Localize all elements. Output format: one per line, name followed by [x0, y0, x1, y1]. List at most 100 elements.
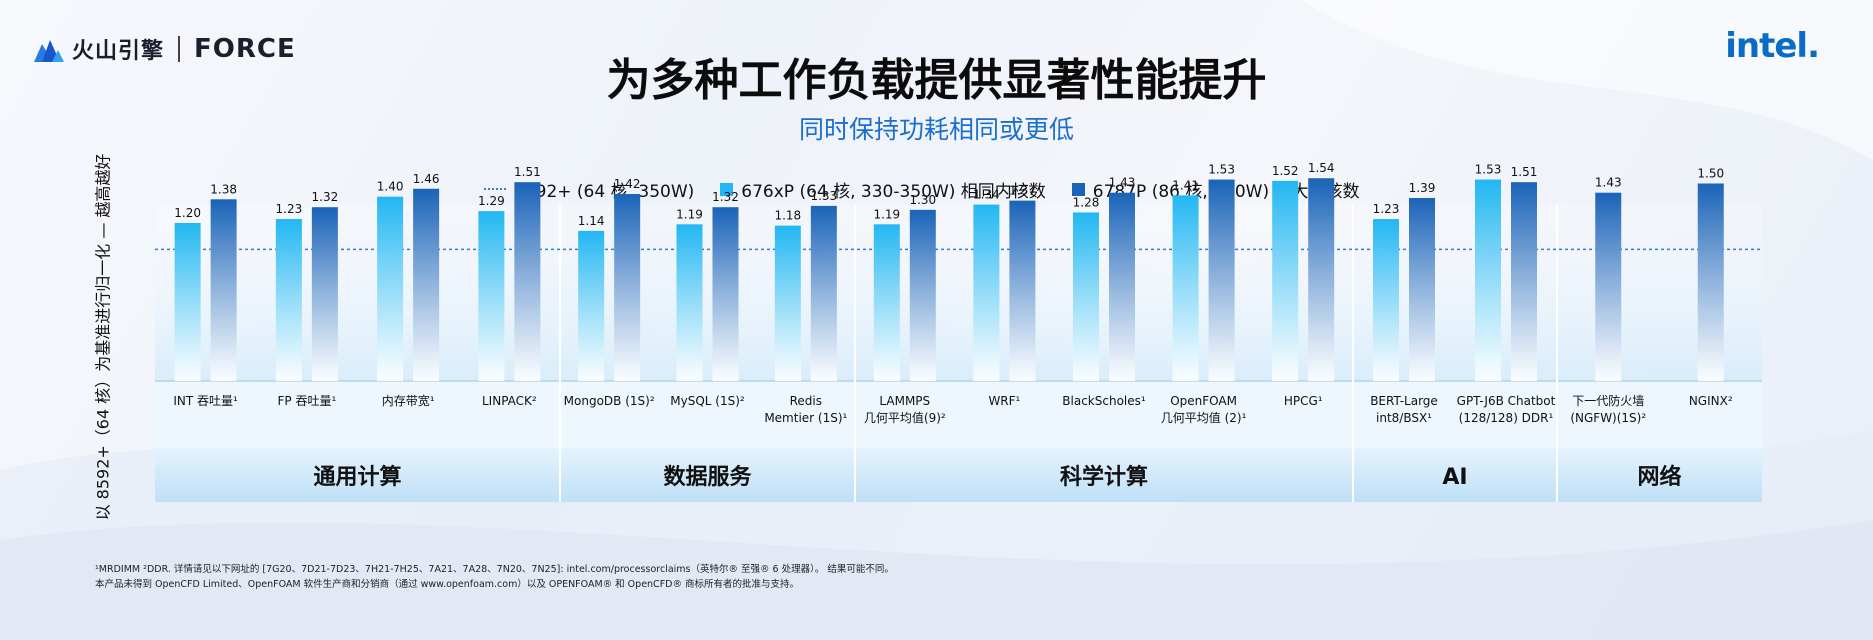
footnote-line-2: 本产品未得到 OpenCFD Limited、OpenFOAM 软件生产商和分销…	[95, 579, 799, 590]
mountain-logo-icon	[34, 40, 64, 62]
category-label: 几何平均值 (2)¹	[1161, 410, 1247, 425]
legend-series2-swatch	[1071, 182, 1085, 196]
category-label: GPT-J6B Chatbot	[1457, 394, 1556, 408]
legend-baseline-dash	[484, 188, 506, 190]
data-label-series2: 1.51	[514, 165, 541, 179]
group-label: 网络	[1637, 464, 1681, 490]
category-label: Redis	[790, 394, 822, 408]
data-label-series2: 1.38	[210, 182, 237, 196]
chart-title: 为多种工作负载提供显著性能提升	[606, 55, 1267, 106]
data-label-series2: 1.37	[1009, 184, 1036, 198]
group-label: 科学计算	[1060, 464, 1148, 490]
data-label-series1: 1.52	[1272, 164, 1299, 178]
category-label: MongoDB (1S)²	[564, 394, 655, 408]
bar-series1	[377, 196, 404, 381]
category-label: 下一代防火墙	[1572, 393, 1644, 408]
category-label: INT 吞吐量¹	[173, 394, 238, 408]
bar-series2	[1009, 200, 1036, 381]
footnote-line-1: ¹MRDIMM ²DDR. 详情请见以下网址的 [7G20、7D21-7D23、…	[95, 564, 894, 575]
bar-series1	[873, 224, 900, 381]
bar-series1	[676, 224, 703, 381]
category-label: NGINX²	[1689, 394, 1733, 408]
category-label: LINPACK²	[482, 394, 537, 408]
bar-series2	[810, 205, 837, 381]
group-label: AI	[1442, 465, 1467, 490]
data-label-series1: 1.20	[174, 206, 201, 220]
data-label-series1: 1.19	[676, 207, 703, 221]
legend-series1-swatch	[720, 182, 734, 196]
bar-series1	[1373, 219, 1399, 381]
legend-item-series1: 676xP (64 核, 330-350W) 相同内核数	[720, 177, 1046, 202]
bar-series2	[1308, 178, 1335, 381]
category-label: int8/BSX¹	[1376, 411, 1432, 425]
logo-divider	[178, 36, 181, 62]
group-band	[155, 448, 560, 502]
bar-series2	[1511, 182, 1537, 381]
data-label-series2: 1.54	[1308, 161, 1335, 175]
bar-series2	[1208, 179, 1235, 381]
group-label: 数据服务	[663, 464, 752, 490]
bar-series2	[1595, 192, 1622, 381]
bar-series2	[413, 188, 440, 381]
bar-series1	[275, 219, 302, 381]
data-label-series2: 1.50	[1697, 167, 1724, 181]
data-label-series1: 1.28	[1073, 195, 1100, 209]
category-label: LAMMPS	[879, 394, 930, 408]
data-label-series2: 1.43	[1109, 176, 1136, 190]
legend-series1-label: 676xP (64 核, 330-350W) 相同内核数	[741, 181, 1046, 202]
category-label: 内存带宽¹	[382, 393, 435, 408]
category-label: (128/128) DDR¹	[1459, 411, 1554, 425]
legend-item-baseline: 8592+ (64 核, 350W)	[484, 177, 694, 202]
category-label: (NGFW)(1S)²	[1570, 411, 1646, 425]
category-label: WRF¹	[988, 394, 1020, 408]
group-band	[855, 448, 1353, 502]
bar-series1	[774, 225, 801, 381]
bar-series2	[1409, 197, 1435, 381]
data-label-series1: 1.29	[478, 194, 505, 208]
data-label-series1: 1.23	[1373, 202, 1400, 216]
group-band	[1353, 448, 1557, 502]
bar-series1	[1172, 195, 1199, 381]
data-label-series2: 1.30	[909, 193, 936, 207]
category-label: Memtier (1S)¹	[764, 411, 847, 425]
bar-series1	[478, 211, 505, 381]
data-label-series1: 1.34	[973, 188, 1000, 202]
data-label-series1: 1.14	[578, 214, 605, 228]
data-label-series1: 1.40	[377, 180, 404, 194]
bar-series1	[1073, 212, 1099, 381]
data-label-series2: 1.39	[1409, 181, 1436, 195]
category-label: MySQL (1S)²	[670, 394, 745, 408]
chart-subtitle: 同时保持功耗相同或更低	[798, 115, 1074, 144]
category-label: 几何平均值(9)²	[864, 410, 946, 425]
data-label-series1: 1.53	[1475, 163, 1502, 177]
data-label-series1: 1.19	[873, 207, 900, 221]
data-label-series1: 1.23	[276, 202, 303, 216]
bar-series1	[1272, 180, 1299, 381]
data-label-series2: 1.51	[1511, 165, 1538, 179]
category-label: OpenFOAM	[1170, 394, 1237, 408]
category-label: BlackScholes¹	[1062, 394, 1146, 408]
bar-series2	[311, 207, 338, 381]
bar-series2	[712, 207, 739, 381]
brand-name-cn: 火山引擎	[72, 39, 165, 64]
category-label-band	[155, 381, 1762, 448]
brand-name-en: FORCE	[194, 34, 296, 64]
bar-series2	[614, 194, 641, 381]
intel-logo: intel.	[1725, 26, 1820, 66]
data-label-series2: 1.46	[413, 172, 440, 186]
bar-series1	[174, 223, 201, 381]
data-label-series2: 1.53	[1208, 163, 1235, 177]
data-label-series2: 1.43	[1595, 176, 1622, 190]
data-label-series1: 1.41	[1172, 178, 1199, 192]
bar-series1	[578, 230, 605, 381]
data-label-series2: 1.32	[712, 190, 739, 204]
data-label-series2: 1.32	[312, 190, 339, 204]
legend-baseline-label: 8592+ (64 核, 350W)	[514, 181, 695, 202]
bar-series2	[1697, 183, 1724, 381]
bar-series2	[210, 199, 237, 381]
bar-series2	[909, 209, 936, 381]
group-band	[560, 448, 855, 502]
data-label-series2: 1.42	[614, 177, 641, 191]
category-label: FP 吞吐量¹	[277, 394, 336, 408]
